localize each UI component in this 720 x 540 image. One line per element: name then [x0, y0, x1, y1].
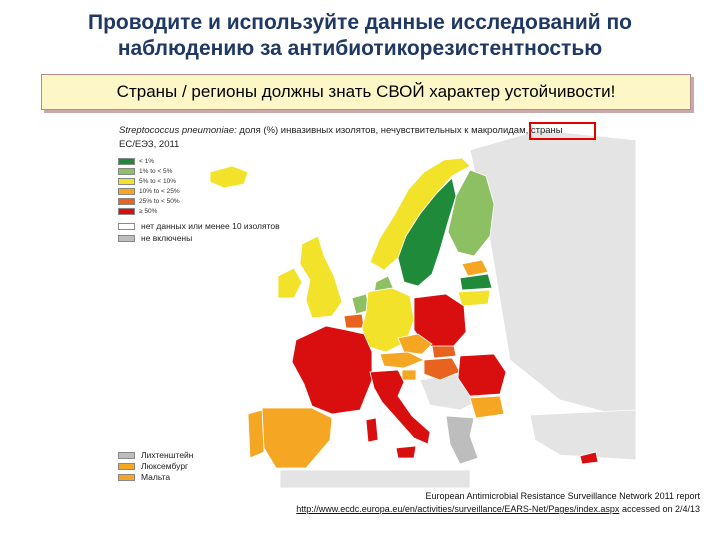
country-czech-republic: [397, 333, 433, 355]
legend-swatch: [118, 207, 135, 215]
nodata-legend-swatch: [118, 234, 135, 242]
legend: < 1% 1% to < 5% 5% to < 10% 10% to < 25% 25%…: [118, 156, 180, 216]
key-message-banner: Страны / регионы должны знать СВОЙ харак…: [41, 74, 691, 110]
macrolides-highlight-box: [529, 122, 596, 140]
country-iceland: [209, 165, 249, 189]
country-hungary: [423, 357, 461, 381]
country-austria: [379, 351, 425, 369]
caption-text-1: доля (%) инвазивных изолятов, нечувствит…: [236, 125, 563, 136]
country-spain: [261, 407, 333, 469]
country-germany: [361, 287, 415, 353]
small-state-item: Лихтенштейн: [118, 450, 194, 461]
country-portugal: [247, 409, 265, 459]
country-latvia: [459, 273, 493, 291]
small-state-swatch: [118, 474, 135, 481]
caption-text-2: ЕС/ЕЭЗ, 2011: [119, 139, 180, 150]
legend-swatch: [118, 157, 135, 165]
region-turkey: [529, 409, 637, 461]
legend-item: 5% to < 10%: [118, 176, 180, 186]
country-italy-sardinia: [365, 417, 379, 443]
nodata-legend-item: не включены: [118, 232, 280, 244]
country-romania: [457, 353, 507, 397]
country-estonia: [461, 259, 489, 277]
small-state-item: Мальта: [118, 472, 194, 483]
small-state-label: Лихтенштейн: [141, 450, 194, 460]
legend-label: 10% to < 25%: [139, 187, 180, 195]
legend-swatch: [118, 187, 135, 195]
country-ireland: [277, 267, 303, 299]
country-finland: [447, 169, 495, 257]
small-state-swatch: [118, 452, 135, 459]
country-italy: [369, 369, 431, 445]
legend-label: 25% to < 50%: [139, 197, 180, 205]
nodata-legend-swatch: [118, 222, 135, 230]
legend-item: ≥ 50%: [118, 206, 180, 216]
country-lithuania: [457, 289, 491, 307]
country-france: [291, 325, 373, 415]
legend-item: < 1%: [118, 156, 180, 166]
nodata-legend-item: нет данных или менее 10 изолятов: [118, 220, 280, 232]
legend-swatch: [118, 177, 135, 185]
country-belgium: [343, 313, 365, 329]
title-line-1: Проводите и используйте данные исследова…: [87, 11, 632, 34]
country-poland: [413, 293, 467, 349]
country-italy-sicily: [395, 445, 417, 459]
nodata-legend-label: нет данных или менее 10 изолятов: [141, 221, 280, 231]
title-line-2: наблюдению за антибиотикорезистентностью: [117, 37, 603, 60]
nodata-legend-label: не включены: [141, 233, 193, 243]
country-sweden: [397, 177, 457, 287]
region-russia-belarus-ukraine: [469, 129, 637, 421]
nodata-legend: нет данных или менее 10 изолятов не включ…: [118, 220, 280, 244]
legend-item: 1% to < 5%: [118, 166, 180, 176]
source-link[interactable]: http://www.ecdc.europa.eu/en/activities/…: [296, 504, 620, 514]
source-accessed: accessed on 2/4/13: [619, 504, 700, 514]
legend-label: ≥ 50%: [139, 207, 158, 215]
source-citation: European Antimicrobial Resistance Survei…: [248, 490, 700, 516]
small-state-label: Люксембург: [141, 461, 189, 471]
small-state-item: Люксембург: [118, 461, 194, 472]
country-greece: [445, 415, 479, 465]
small-state-swatch: [118, 463, 135, 470]
country-slovenia: [401, 369, 417, 381]
country-cyprus: [579, 451, 599, 465]
source-line-1: European Antimicrobial Resistance Survei…: [425, 491, 700, 501]
small-states-legend: Лихтенштейн Люксембург Мальта: [118, 450, 194, 483]
country-slovakia: [431, 345, 457, 359]
legend-item: 10% to < 25%: [118, 186, 180, 196]
legend-swatch: [118, 167, 135, 175]
country-united-kingdom: [299, 235, 343, 319]
region-north-africa: [279, 469, 471, 489]
source-line-2: http://www.ecdc.europa.eu/en/activities/…: [248, 503, 700, 516]
caption-species: Streptococcus pneumoniae:: [119, 125, 237, 136]
legend-item: 25% to < 50%: [118, 196, 180, 206]
slide-title: Проводите и используйте данные исследова…: [0, 10, 720, 62]
legend-label: 1% to < 5%: [139, 167, 173, 175]
legend-label: 5% to < 10%: [139, 177, 177, 185]
legend-swatch: [118, 197, 135, 205]
legend-label: < 1%: [139, 157, 154, 165]
small-state-label: Мальта: [141, 472, 171, 482]
country-bulgaria: [469, 395, 505, 419]
map-caption: Streptococcus pneumoniae: доля (%) инваз…: [119, 124, 659, 152]
